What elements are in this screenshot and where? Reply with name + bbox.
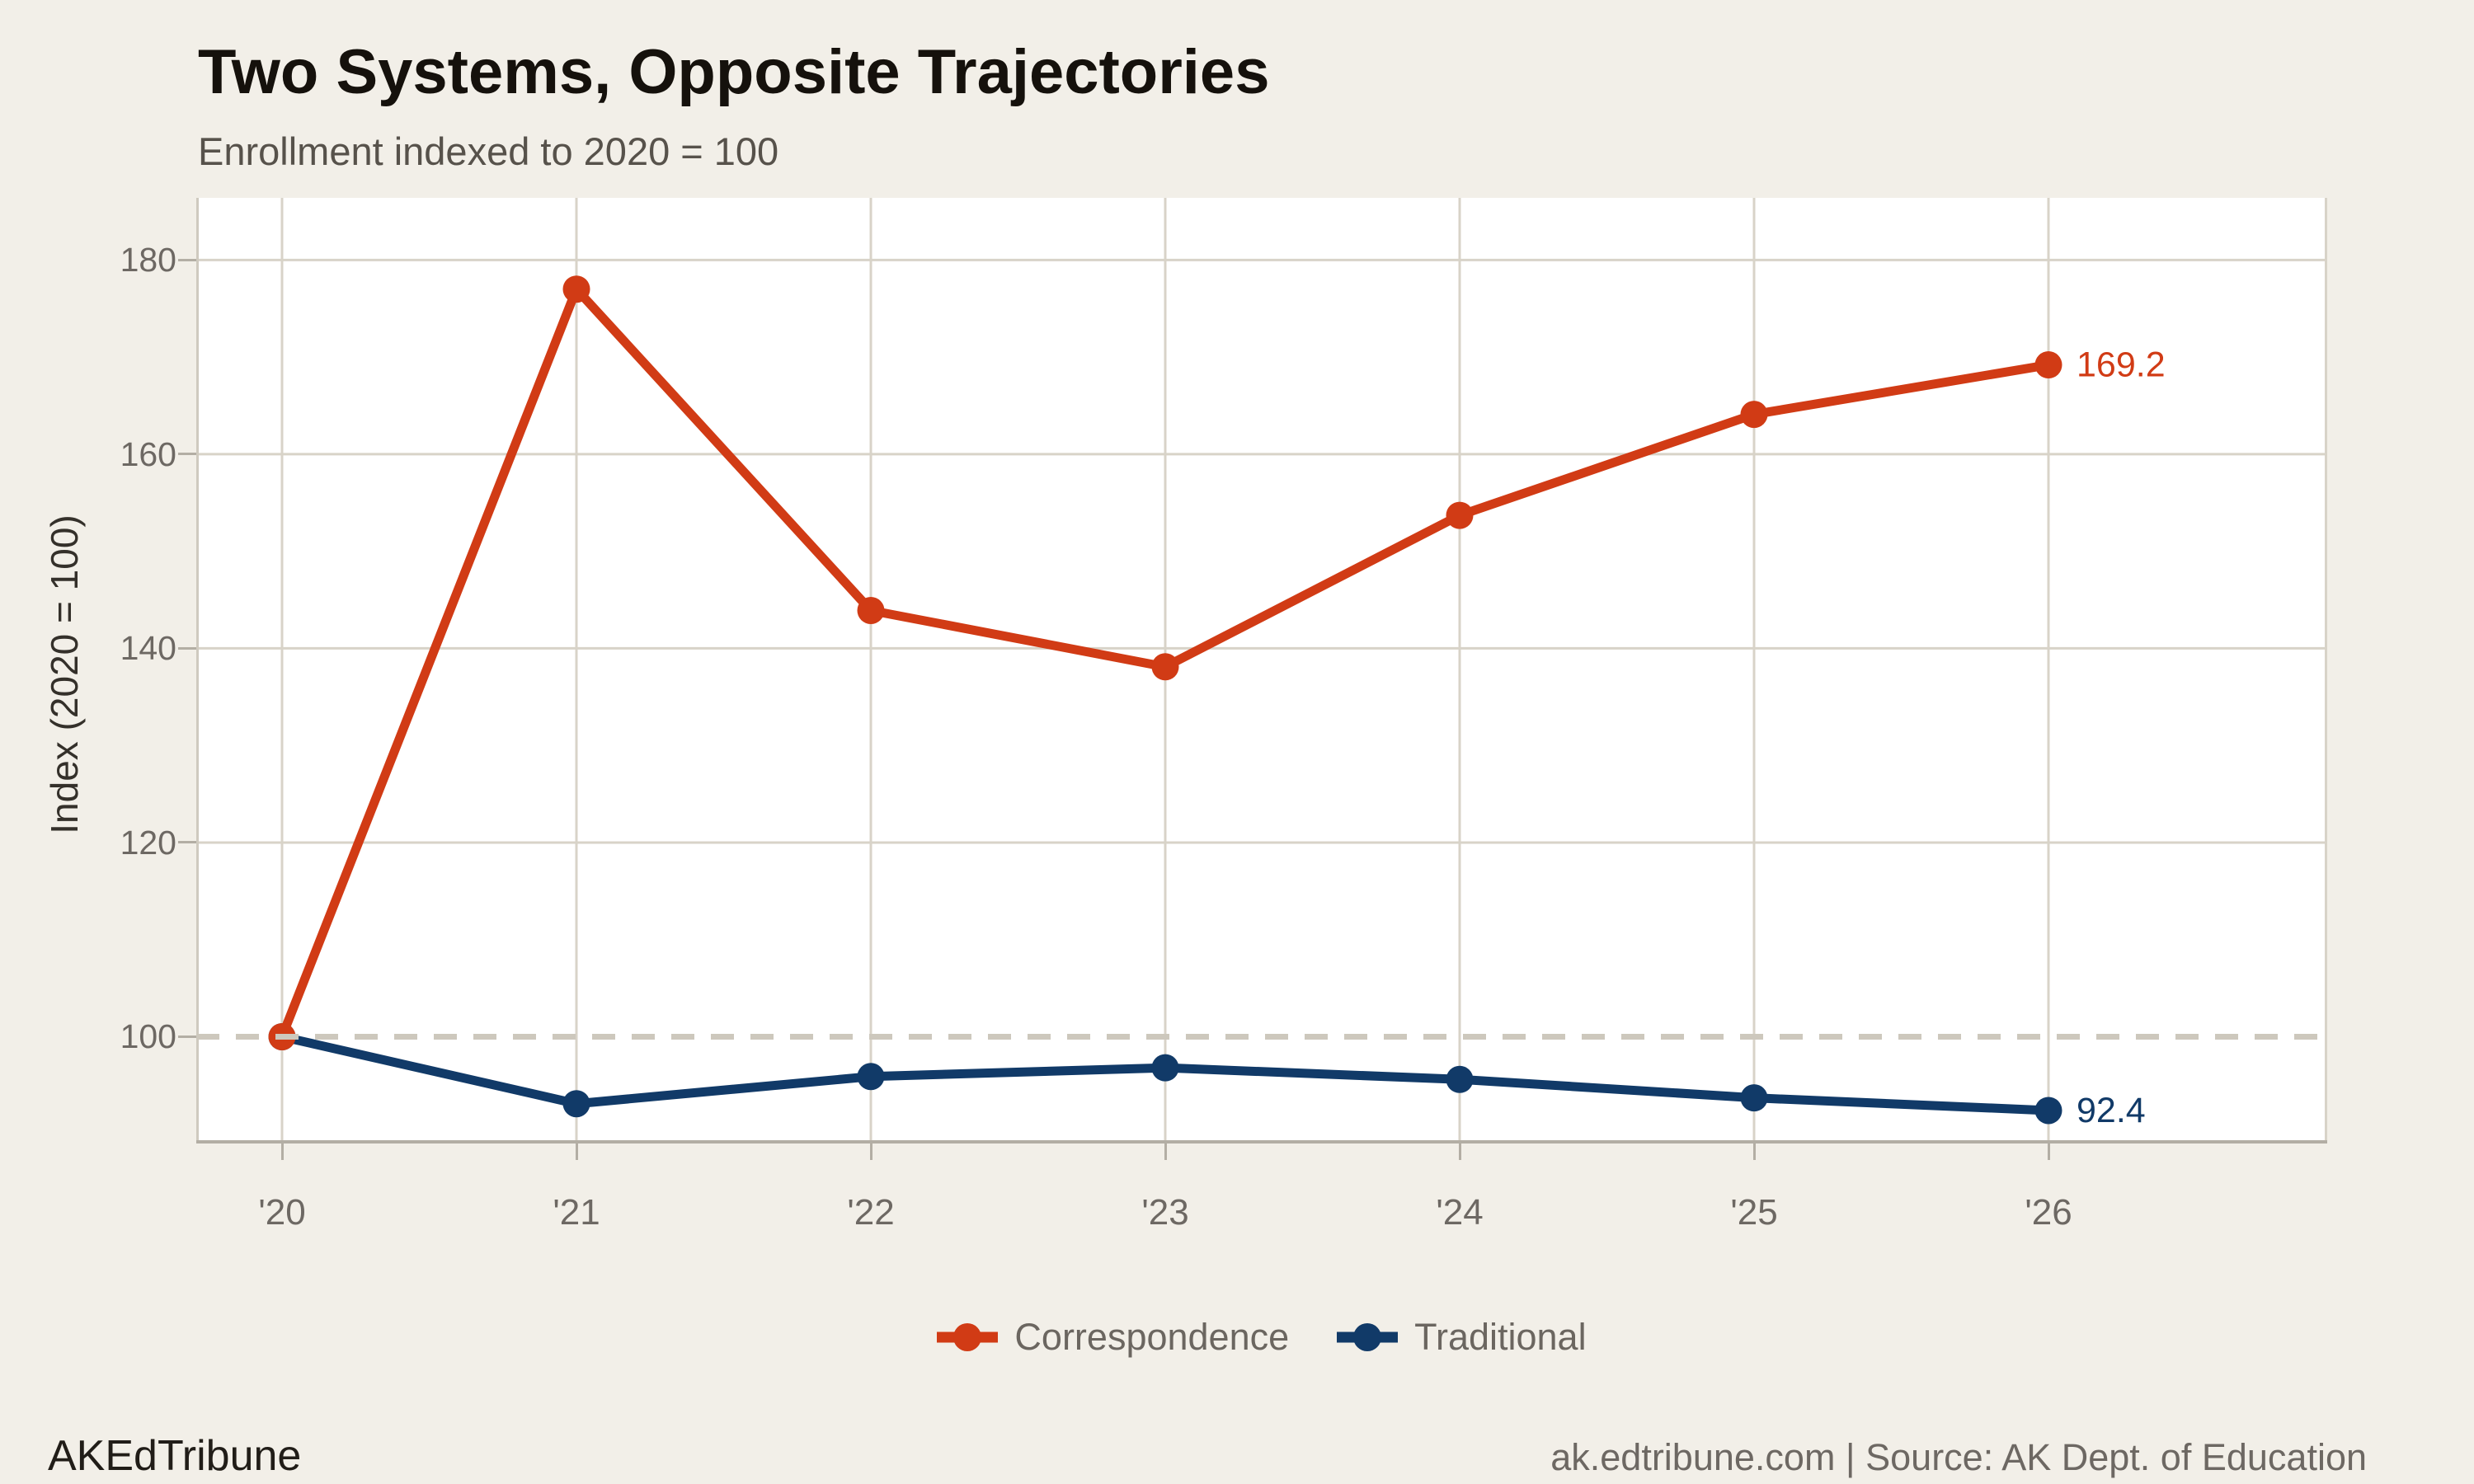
y-tick-label: 140 <box>120 629 176 668</box>
x-tick-mark <box>575 1144 578 1160</box>
data-point-correspondence <box>1151 653 1179 681</box>
data-point-traditional <box>2034 1097 2062 1125</box>
x-tick-label: '25 <box>1730 1192 1778 1233</box>
data-point-correspondence <box>857 596 885 624</box>
x-tick-label: '26 <box>2025 1192 2072 1233</box>
y-tick-label: 160 <box>120 434 176 473</box>
y-tick-mark <box>178 841 196 844</box>
y-tick-label: 100 <box>120 1017 176 1056</box>
y-tick-mark <box>178 1035 196 1038</box>
source-attribution: ak.edtribune.com | Source: AK Dept. of E… <box>1550 1436 2367 1478</box>
data-point-traditional <box>857 1063 885 1091</box>
data-point-traditional <box>1740 1084 1768 1112</box>
y-tick-mark <box>178 258 196 261</box>
x-tick-mark <box>1752 1144 1756 1160</box>
y-tick-mark <box>178 646 196 650</box>
end-value-label-traditional: 92.4 <box>2077 1091 2146 1130</box>
legend-marker-icon <box>937 1323 999 1351</box>
data-point-traditional <box>1151 1054 1179 1082</box>
x-tick-mark <box>280 1144 284 1160</box>
y-tick-label: 180 <box>120 241 176 279</box>
data-point-correspondence <box>2034 351 2062 379</box>
legend-label: Traditional <box>1414 1316 1587 1358</box>
plot-area: 92.4 169.2 <box>196 198 2327 1144</box>
brand-logo: AKEdTribune <box>48 1432 302 1480</box>
data-point-correspondence <box>1740 401 1768 429</box>
data-point-correspondence <box>562 275 590 303</box>
x-tick-mark <box>869 1144 872 1160</box>
x-tick-label: '22 <box>847 1192 895 1233</box>
y-axis-title: Index (2020 = 100) <box>43 514 86 834</box>
x-tick-label: '23 <box>1141 1192 1189 1233</box>
data-point-correspondence <box>1446 501 1474 529</box>
chart-title: Two Systems, Opposite Trajectories <box>198 37 1270 107</box>
y-tick-mark <box>178 453 196 456</box>
legend-item-traditional: Traditional <box>1337 1316 1587 1359</box>
y-tick-label: 120 <box>120 823 176 862</box>
x-tick-mark <box>1164 1144 1167 1160</box>
line-chart: 92.4 169.2 <box>196 198 2327 1144</box>
chart-subtitle: Enrollment indexed to 2020 = 100 <box>198 129 779 173</box>
x-tick-label: '20 <box>258 1192 306 1233</box>
legend: Correspondence Traditional <box>25 1316 2474 1359</box>
legend-item-correspondence: Correspondence <box>937 1316 1289 1359</box>
x-tick-mark <box>2047 1144 2050 1160</box>
x-tick-label: '21 <box>553 1192 600 1233</box>
x-tick-mark <box>1458 1144 1461 1160</box>
data-point-traditional <box>1446 1065 1474 1093</box>
data-point-traditional <box>562 1090 590 1118</box>
x-tick-label: '24 <box>1436 1192 1484 1233</box>
legend-marker-icon <box>1337 1323 1399 1351</box>
legend-label: Correspondence <box>1014 1316 1290 1358</box>
end-value-label-correspondence: 169.2 <box>2077 345 2166 385</box>
